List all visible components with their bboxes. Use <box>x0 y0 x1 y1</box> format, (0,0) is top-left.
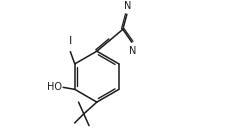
Text: I: I <box>69 36 72 46</box>
Text: HO: HO <box>47 82 62 92</box>
Text: N: N <box>129 46 136 56</box>
Text: N: N <box>124 1 131 11</box>
